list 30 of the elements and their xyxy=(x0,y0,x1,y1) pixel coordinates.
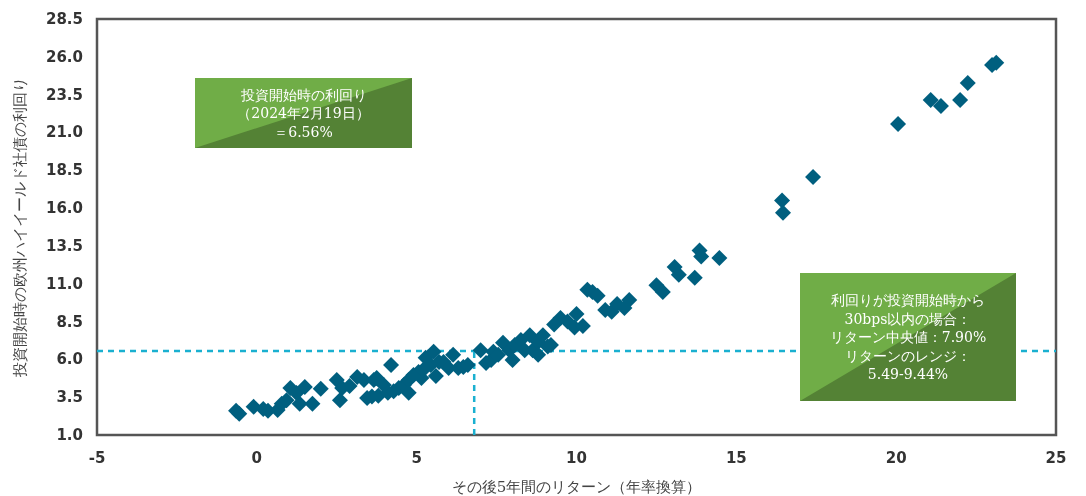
x-tick-label: -5 xyxy=(88,449,106,467)
y-tick-label: 1.0 xyxy=(56,426,83,444)
y-tick-label: 11.0 xyxy=(45,274,83,293)
x-tick-label: 15 xyxy=(725,449,747,467)
annotation: 5.49-9.44% xyxy=(867,366,949,382)
y-tick-label: 26.0 xyxy=(45,47,83,66)
x-tick-label: 5 xyxy=(411,449,422,467)
y-tick-label: 13.5 xyxy=(45,236,83,255)
annotation-box: 投資開始時の利回り （2024年2月19日） ＝6.56% xyxy=(195,78,412,148)
y-tick-label: 23.5 xyxy=(45,85,83,104)
y-tick-label: 6.0 xyxy=(56,350,83,369)
annotation: リターン中央値：7.90% xyxy=(829,329,987,345)
annotation: 30bps以内の場合： xyxy=(844,310,972,327)
y-tick-label: 8.5 xyxy=(56,312,83,331)
x-tick-label: 0 xyxy=(251,449,263,467)
y-tick-label: 16.0 xyxy=(45,199,83,218)
y-tick-label: 3.5 xyxy=(56,388,83,407)
y-tick-label: 28.5 xyxy=(45,10,83,28)
annotation: 利回りが投資開始時から xyxy=(831,292,985,308)
y-tick-label: 18.5 xyxy=(45,161,83,180)
annotation: （2024年2月19日） xyxy=(237,105,370,121)
annotation: 投資開始時の利回り xyxy=(239,86,367,103)
x-tick-label: 20 xyxy=(885,449,907,467)
x-axis-title: その後5年間のリターン（年率換算） xyxy=(451,478,702,496)
x-tick-label: 10 xyxy=(566,449,587,467)
annotation: ＝6.56% xyxy=(274,123,333,140)
y-axis-title: 投資開始時の欧州ハイイールド社債の利回り xyxy=(11,77,29,378)
x-tick-label: 25 xyxy=(1045,449,1067,467)
y-tick-label: 21.0 xyxy=(45,123,83,142)
annotation: リターンのレンジ： xyxy=(845,347,971,364)
